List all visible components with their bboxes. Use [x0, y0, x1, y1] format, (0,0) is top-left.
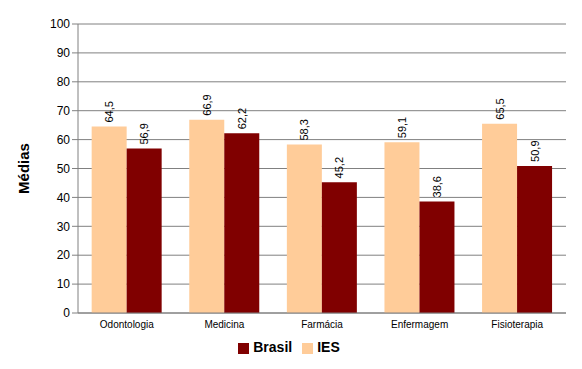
html-text:Brasil: Brasil [253, 339, 293, 355]
svg-text:62,2: 62,2 [236, 108, 248, 129]
svg-text:80: 80 [57, 75, 71, 89]
svg-text:10: 10 [57, 277, 71, 291]
svg-text:Farmácia: Farmácia [301, 319, 343, 330]
svg-text:66,9: 66,9 [201, 94, 213, 115]
svg-text:64,5: 64,5 [103, 101, 115, 122]
svg-text:100: 100 [50, 17, 70, 31]
svg-text:20: 20 [57, 248, 71, 262]
svg-text:30: 30 [57, 220, 71, 234]
html-text:IES: IES [317, 339, 340, 355]
svg-text:Médias: Médias [15, 143, 32, 194]
svg-text:59,1: 59,1 [396, 117, 408, 138]
svg-text:Enfermagem: Enfermagem [391, 319, 448, 330]
svg-text:Fisioterapia: Fisioterapia [491, 319, 543, 330]
svg-text:50: 50 [57, 162, 71, 176]
svg-text:56,9: 56,9 [138, 123, 150, 144]
svg-text:0: 0 [63, 306, 70, 320]
svg-text:Medicina: Medicina [204, 319, 244, 330]
svg-text:40: 40 [57, 191, 71, 205]
svg-text:Odontologia: Odontologia [100, 319, 154, 330]
svg-text:45,2: 45,2 [333, 157, 345, 178]
svg-text:60: 60 [57, 133, 71, 147]
svg-text:70: 70 [57, 104, 71, 118]
svg-text:58,3: 58,3 [298, 119, 310, 140]
svg-text:38,6: 38,6 [431, 176, 443, 197]
svg-text:65,5: 65,5 [494, 98, 506, 119]
svg-text:50,9: 50,9 [529, 140, 541, 161]
svg-text:90: 90 [57, 46, 71, 60]
